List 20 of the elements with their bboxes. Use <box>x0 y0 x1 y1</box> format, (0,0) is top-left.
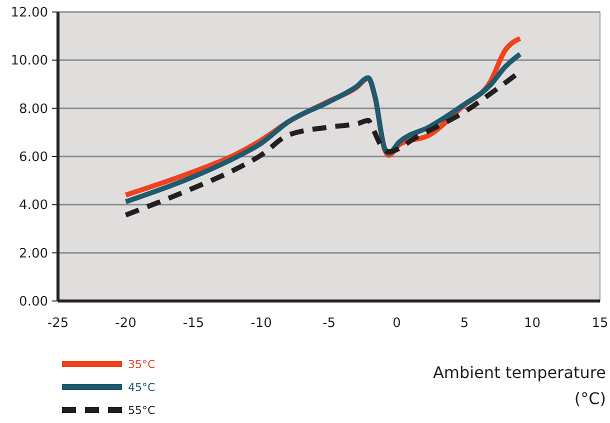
text: 35°C <box>128 358 156 371</box>
x-tick-label: -10 <box>250 316 272 331</box>
x-tick-label: 15 <box>592 316 608 331</box>
y-tick-label: 10.00 <box>10 54 48 69</box>
text: 55°C <box>128 404 156 417</box>
y-tick-label: 0.00 <box>19 294 48 310</box>
y-tick-label: 2.00 <box>19 246 48 262</box>
x-tick-label: -20 <box>115 316 136 331</box>
y-tick-label: 12.00 <box>10 6 48 21</box>
x-tick-label: 5 <box>460 316 469 331</box>
x-tick-label: -5 <box>322 316 336 331</box>
y-tick-label: 6.00 <box>19 150 48 166</box>
y-tick-label: 4.00 <box>19 198 48 214</box>
x-tick-label: 10 <box>524 316 541 331</box>
x-axis-title: Ambient temperature (°C) <box>432 363 606 408</box>
text: 45°C <box>128 380 156 394</box>
x-tick-label: 0 <box>392 316 401 331</box>
x-tick-label: -25 <box>47 316 69 331</box>
y-tick-label: 8.00 <box>19 102 48 117</box>
x-tick-label: -15 <box>182 316 204 331</box>
